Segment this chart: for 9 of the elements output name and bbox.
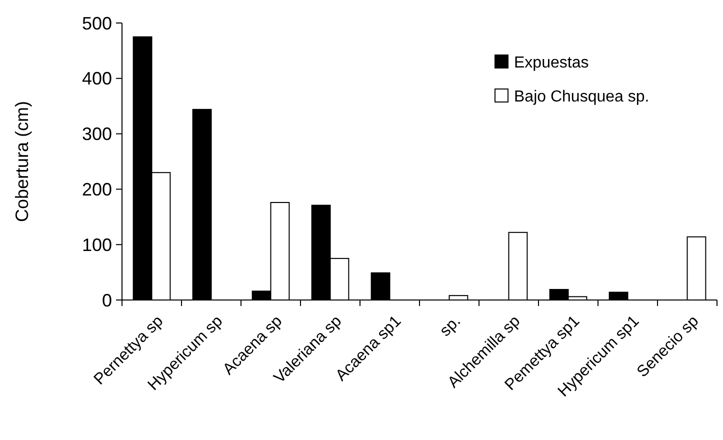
y-tick-label: 100: [82, 234, 112, 255]
legend-label: Expuestas: [514, 54, 589, 72]
y-tick-label: 0: [102, 290, 112, 310]
y-tick-label: 500: [82, 13, 112, 34]
y-tick-label: 400: [82, 68, 112, 89]
y-tick-label: 300: [82, 124, 112, 144]
y-axis-title: Cobertura (cm): [12, 100, 32, 222]
legend-label: Bajo Chusquea sp.: [514, 88, 650, 106]
y-tick-label: 200: [82, 180, 112, 200]
